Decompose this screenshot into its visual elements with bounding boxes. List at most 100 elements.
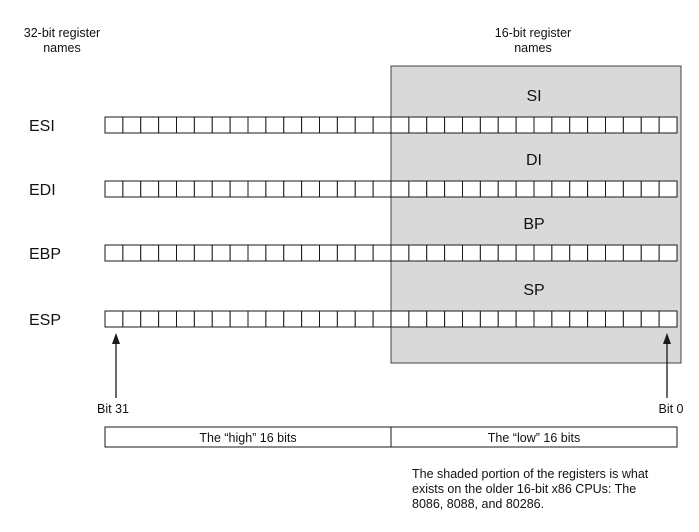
bit-cell — [622, 116, 642, 134]
bit-cell — [265, 116, 285, 134]
bit-cell — [658, 244, 678, 262]
bit-cell — [640, 244, 660, 262]
bit-cell — [336, 244, 356, 262]
bit-cell — [587, 180, 607, 198]
bit-cell — [479, 180, 499, 198]
register-name-32bit: ESI — [29, 118, 55, 135]
register-row-ebp: EBP BP — [29, 216, 678, 263]
bit-cell — [515, 180, 535, 198]
bit-cell — [462, 180, 481, 198]
bit-cell — [140, 116, 160, 134]
bit-cell — [211, 116, 231, 134]
bit-cell — [605, 310, 624, 328]
bit-cell — [104, 116, 124, 134]
bit-cell — [551, 244, 571, 262]
bit-cell — [193, 180, 213, 198]
label-16bit-names-line2: names — [514, 41, 552, 55]
bit-cell — [283, 180, 303, 198]
bit-cell — [426, 116, 446, 134]
bit-cell — [640, 116, 660, 134]
bit-cell — [372, 244, 392, 262]
bit-cell — [533, 310, 553, 328]
bit-cell — [247, 244, 267, 262]
bit-cell — [104, 244, 124, 262]
bit-cell — [158, 310, 178, 328]
bit-cell — [587, 310, 607, 328]
bit-cell — [605, 244, 624, 262]
label-16bit-names-line1: 16-bit register — [495, 26, 571, 40]
bit-cell — [122, 310, 142, 328]
bit-cell — [247, 310, 267, 328]
bit-cell — [283, 310, 303, 328]
register-name-16bit: SP — [523, 282, 544, 299]
bit31-arrowhead — [112, 333, 120, 344]
bit-cell — [444, 180, 464, 198]
bit-cell — [640, 310, 660, 328]
bit-cell — [140, 180, 160, 198]
bit-cell — [408, 310, 428, 328]
bit-cell — [265, 180, 285, 198]
bit-cell — [336, 180, 356, 198]
bit-cell — [229, 310, 249, 328]
bit-cell — [622, 180, 642, 198]
bit-cell — [319, 116, 338, 134]
bit-cell — [515, 116, 535, 134]
bit-cell — [193, 244, 213, 262]
bit-cell — [569, 244, 589, 262]
register-name-32bit: ESP — [29, 312, 61, 329]
bit-cell — [122, 180, 142, 198]
bit-cell — [140, 310, 160, 328]
bit-cell — [193, 116, 213, 134]
bit-cell — [551, 116, 571, 134]
bit-cell — [462, 116, 481, 134]
bit-cell — [390, 244, 410, 262]
bit-cell — [587, 244, 607, 262]
bit-cell — [622, 244, 642, 262]
bit-cell — [104, 310, 124, 328]
bit-cell — [479, 310, 499, 328]
bit-cell — [354, 244, 374, 262]
bit-cell — [408, 244, 428, 262]
bit-cell — [622, 310, 642, 328]
register-name-16bit: SI — [526, 88, 541, 105]
bit-cell — [229, 116, 249, 134]
bit-cell — [283, 116, 303, 134]
bit-cell — [176, 310, 195, 328]
bit-cell — [247, 116, 267, 134]
bit-cell — [426, 310, 446, 328]
bit-cell — [533, 244, 553, 262]
bit-cell — [354, 180, 374, 198]
bit-cell — [372, 180, 392, 198]
high-half-label: The “high” 16 bits — [199, 431, 296, 445]
bit-cell — [658, 116, 678, 134]
label-32bit-names-line2: names — [43, 41, 81, 55]
bit-cell — [265, 310, 285, 328]
bit-cell — [265, 244, 285, 262]
bit-cell — [301, 180, 321, 198]
bit-cell — [408, 180, 428, 198]
register-name-16bit: BP — [523, 216, 544, 233]
bit-cell — [390, 116, 410, 134]
bit-cell — [319, 244, 338, 262]
bit-cell — [533, 116, 553, 134]
label-32bit-names-line1: 32-bit register — [24, 26, 100, 40]
bit-cell — [390, 180, 410, 198]
low-half-label: The “low” 16 bits — [488, 431, 580, 445]
bit-cell — [158, 244, 178, 262]
bit-cell — [158, 116, 178, 134]
bit-cell — [229, 180, 249, 198]
bit-cell — [462, 310, 481, 328]
note-line-2: exists on the older 16-bit x86 CPUs: The — [412, 482, 637, 496]
bit-cell — [444, 244, 464, 262]
bit-cell — [211, 310, 231, 328]
bit-cell — [301, 116, 321, 134]
bit-cell — [533, 180, 553, 198]
bit-cell — [193, 310, 213, 328]
bit-cell — [140, 244, 160, 262]
bit-cell — [479, 244, 499, 262]
bit-cell — [497, 244, 517, 262]
bit0-label: Bit 0 — [658, 402, 683, 416]
bit-cell — [497, 310, 517, 328]
bit-cell — [336, 310, 356, 328]
